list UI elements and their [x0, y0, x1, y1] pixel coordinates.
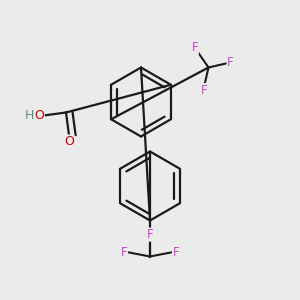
Text: H: H — [24, 109, 34, 122]
Text: O: O — [64, 135, 74, 148]
Text: F: F — [192, 41, 198, 54]
Text: F: F — [147, 228, 153, 241]
Text: F: F — [227, 56, 234, 70]
Text: F: F — [201, 83, 207, 97]
Text: O: O — [34, 109, 44, 122]
Text: F: F — [172, 245, 179, 259]
Text: F: F — [121, 245, 128, 259]
